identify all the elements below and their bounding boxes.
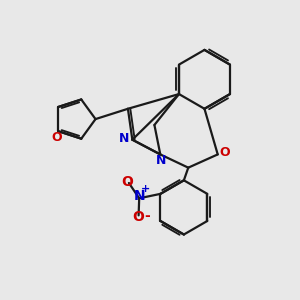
Text: +: +	[141, 184, 150, 194]
Text: O: O	[133, 210, 145, 224]
Text: O: O	[52, 131, 62, 144]
Text: N: N	[156, 154, 167, 167]
Text: -: -	[144, 209, 150, 223]
Text: N: N	[119, 132, 129, 145]
Text: O: O	[220, 146, 230, 159]
Text: N: N	[134, 189, 145, 203]
Text: O: O	[122, 176, 134, 189]
